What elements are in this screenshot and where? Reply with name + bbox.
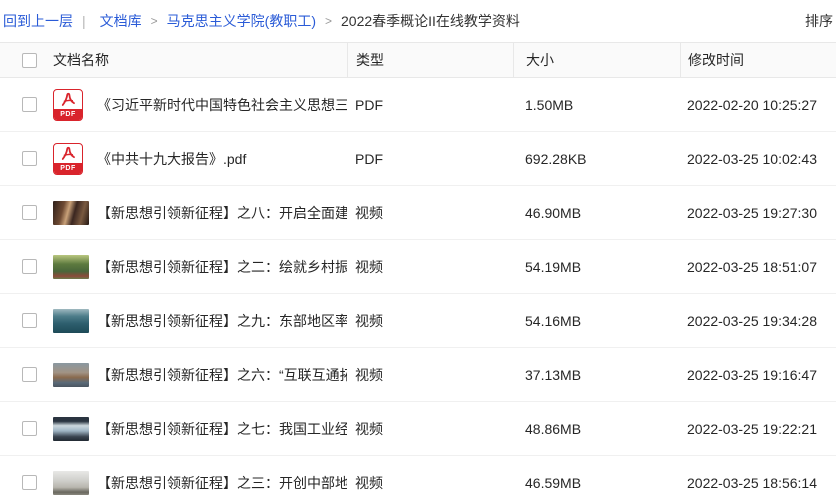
file-name[interactable]: 【新思想引领新征程】之二：绘就乡村振兴 — [97, 258, 347, 275]
pdf-icon-label: PDF — [54, 108, 82, 120]
name-cell: 【新思想引领新征程】之六：“互联互通拓展 — [0, 359, 347, 391]
table-row[interactable]: 【新思想引领新征程】之三：开创中部地区 视频 46.59MB 2022-03-2… — [0, 456, 836, 496]
name-cell: 【新思想引领新征程】之三：开创中部地区 — [0, 467, 347, 496]
size-cell: 1.50MB — [525, 96, 574, 113]
header-type-cell: 类型 — [347, 43, 513, 77]
name-cell: 【新思想引领新征程】之二：绘就乡村振兴 — [0, 251, 347, 283]
file-name[interactable]: 《习近平新时代中国特色社会主义思想三十讲 — [97, 96, 347, 113]
size-cell: 37.13MB — [525, 366, 582, 383]
table-row[interactable]: PDF 《习近平新时代中国特色社会主义思想三十讲 PDF 1.50MB 2022… — [0, 78, 836, 132]
breadcrumb-item-current: 2022春季概论II在线教学资料 — [341, 13, 520, 29]
pdf-icon-label: PDF — [54, 162, 82, 174]
type-cell: 视频 — [355, 420, 383, 437]
table-row[interactable]: PDF 《中共十九大报告》.pdf PDF 692.28KB 2022-03-2… — [0, 132, 836, 186]
file-icon-box — [53, 197, 89, 229]
breadcrumb-item-college[interactable]: 马克思主义学院(教职工) — [166, 13, 316, 29]
size-cell: 46.90MB — [525, 204, 582, 221]
table-row[interactable]: 【新思想引领新征程】之八：开启全面建设 视频 46.90MB 2022-03-2… — [0, 186, 836, 240]
time-cell: 2022-03-25 19:22:21 — [687, 420, 817, 437]
size-cell: 46.59MB — [525, 474, 582, 491]
time-cell: 2022-03-25 19:16:47 — [687, 366, 817, 383]
row-checkbox[interactable] — [22, 313, 37, 328]
back-to-parent-link[interactable]: 回到上一层 — [3, 13, 73, 29]
type-cell: 视频 — [355, 204, 383, 221]
type-cell: 视频 — [355, 474, 383, 491]
name-cell: 【新思想引领新征程】之八：开启全面建设 — [0, 197, 347, 229]
row-checkbox[interactable] — [22, 367, 37, 382]
pdf-file-icon: PDF — [53, 142, 83, 175]
header-name-cell: 文档名称 — [0, 43, 347, 77]
row-checkbox[interactable] — [22, 421, 37, 436]
row-checkbox[interactable] — [22, 97, 37, 112]
size-cell: 692.28KB — [525, 150, 587, 167]
size-cell: 54.19MB — [525, 258, 582, 275]
header-name-label: 文档名称 — [53, 52, 109, 68]
breadcrumb: 回到上一层 | 文档库 > 马克思主义学院(教职工) > 2022春季概论II在… — [0, 0, 836, 42]
file-name[interactable]: 【新思想引领新征程】之八：开启全面建设 — [97, 204, 347, 221]
header-size-cell: 大小 — [513, 43, 680, 77]
name-cell: PDF 《习近平新时代中国特色社会主义思想三十讲 — [0, 88, 347, 121]
name-cell: 【新思想引领新征程】之七：我国工业经济 — [0, 413, 347, 445]
breadcrumb-separator: > — [150, 14, 158, 28]
header-time-cell: 修改时间 — [680, 43, 836, 77]
table-row[interactable]: 【新思想引领新征程】之六：“互联互通拓展 视频 37.13MB 2022-03-… — [0, 348, 836, 402]
type-cell: 视频 — [355, 366, 383, 383]
time-cell: 2022-03-25 18:56:14 — [687, 474, 817, 491]
time-cell: 2022-03-25 19:34:28 — [687, 312, 817, 329]
table-body: PDF 《习近平新时代中国特色社会主义思想三十讲 PDF 1.50MB 2022… — [0, 78, 836, 496]
time-cell: 2022-03-25 10:02:43 — [687, 150, 817, 167]
time-cell: 2022-03-25 19:27:30 — [687, 204, 817, 221]
video-thumbnail — [53, 254, 89, 279]
video-thumbnail — [53, 470, 89, 495]
file-icon-box — [53, 359, 89, 391]
name-cell: 【新思想引领新征程】之九：东部地区率先 — [0, 305, 347, 337]
time-cell: 2022-03-25 18:51:07 — [687, 258, 817, 275]
breadcrumb-pipe: | — [82, 13, 86, 29]
file-icon-box: PDF — [53, 88, 89, 121]
file-icon-box — [53, 467, 89, 496]
breadcrumb-item-library[interactable]: 文档库 — [99, 13, 142, 29]
pdf-swirl-glyph — [54, 144, 82, 163]
type-cell: PDF — [355, 150, 383, 167]
file-icon-box — [53, 251, 89, 283]
breadcrumb-separator: > — [324, 14, 332, 28]
table-row[interactable]: 【新思想引领新征程】之二：绘就乡村振兴 视频 54.19MB 2022-03-2… — [0, 240, 836, 294]
time-cell: 2022-02-20 10:25:27 — [687, 96, 817, 113]
row-checkbox[interactable] — [22, 205, 37, 220]
file-icon-box — [53, 305, 89, 337]
pdf-file-icon: PDF — [53, 88, 83, 121]
table-row[interactable]: 【新思想引领新征程】之七：我国工业经济 视频 48.86MB 2022-03-2… — [0, 402, 836, 456]
type-cell: 视频 — [355, 312, 383, 329]
row-checkbox[interactable] — [22, 259, 37, 274]
table-row[interactable]: 【新思想引领新征程】之九：东部地区率先 视频 54.16MB 2022-03-2… — [0, 294, 836, 348]
file-name[interactable]: 【新思想引领新征程】之三：开创中部地区 — [97, 474, 347, 491]
video-thumbnail — [53, 200, 89, 225]
file-name[interactable]: 【新思想引领新征程】之九：东部地区率先 — [97, 312, 347, 329]
table-header: 文档名称 类型 大小 修改时间 — [0, 42, 836, 78]
file-name[interactable]: 【新思想引领新征程】之六：“互联互通拓展 — [97, 366, 347, 383]
type-cell: PDF — [355, 96, 383, 113]
size-cell: 48.86MB — [525, 420, 582, 437]
file-name[interactable]: 《中共十九大报告》.pdf — [97, 150, 247, 167]
file-icon-box: PDF — [53, 142, 89, 175]
size-cell: 54.16MB — [525, 312, 582, 329]
file-icon-box — [53, 413, 89, 445]
name-cell: PDF 《中共十九大报告》.pdf — [0, 142, 347, 175]
sort-button[interactable]: 排序 — [805, 13, 833, 29]
video-thumbnail — [53, 416, 89, 441]
video-thumbnail — [53, 362, 89, 387]
pdf-swirl-glyph — [54, 90, 82, 109]
select-all-checkbox[interactable] — [22, 52, 37, 68]
row-checkbox[interactable] — [22, 151, 37, 166]
row-checkbox[interactable] — [22, 475, 37, 490]
video-thumbnail — [53, 308, 89, 333]
type-cell: 视频 — [355, 258, 383, 275]
file-name[interactable]: 【新思想引领新征程】之七：我国工业经济 — [97, 420, 347, 437]
